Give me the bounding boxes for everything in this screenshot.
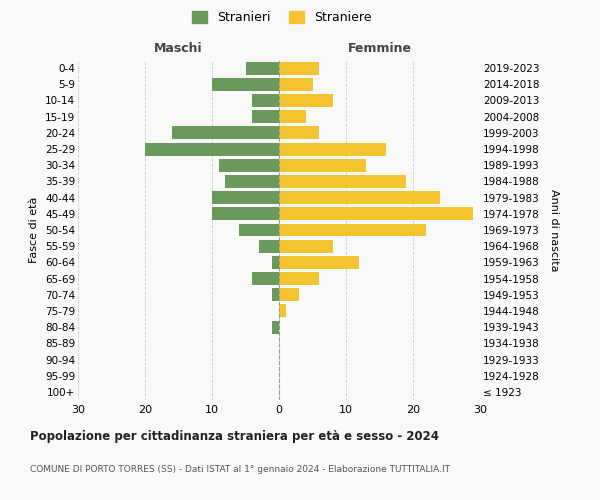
Bar	[279, 78, 313, 91]
Bar	[218, 159, 279, 172]
Bar	[252, 110, 279, 123]
Bar	[279, 191, 440, 204]
Bar	[212, 78, 279, 91]
Bar	[279, 110, 306, 123]
Bar	[279, 175, 406, 188]
Bar	[172, 126, 279, 140]
Bar	[279, 62, 319, 74]
Y-axis label: Anni di nascita: Anni di nascita	[549, 188, 559, 271]
Text: Maschi: Maschi	[154, 42, 203, 55]
Text: COMUNE DI PORTO TORRES (SS) - Dati ISTAT al 1° gennaio 2024 - Elaborazione TUTTI: COMUNE DI PORTO TORRES (SS) - Dati ISTAT…	[30, 465, 450, 474]
Bar	[279, 224, 427, 236]
Bar	[279, 142, 386, 156]
Bar	[279, 126, 319, 140]
Bar	[272, 288, 279, 301]
Bar	[145, 142, 279, 156]
Bar	[279, 159, 366, 172]
Bar	[279, 208, 473, 220]
Bar	[279, 256, 359, 269]
Bar	[226, 175, 279, 188]
Bar	[272, 320, 279, 334]
Bar	[212, 191, 279, 204]
Bar	[252, 94, 279, 107]
Bar	[252, 272, 279, 285]
Bar	[259, 240, 279, 252]
Bar	[212, 208, 279, 220]
Bar	[279, 304, 286, 318]
Bar	[279, 240, 332, 252]
Legend: Stranieri, Straniere: Stranieri, Straniere	[187, 6, 377, 29]
Bar	[239, 224, 279, 236]
Bar	[279, 272, 319, 285]
Bar	[272, 256, 279, 269]
Y-axis label: Fasce di età: Fasce di età	[29, 197, 40, 263]
Bar	[279, 288, 299, 301]
Bar	[279, 94, 332, 107]
Text: Popolazione per cittadinanza straniera per età e sesso - 2024: Popolazione per cittadinanza straniera p…	[30, 430, 439, 443]
Bar	[245, 62, 279, 74]
Text: Femmine: Femmine	[347, 42, 412, 55]
